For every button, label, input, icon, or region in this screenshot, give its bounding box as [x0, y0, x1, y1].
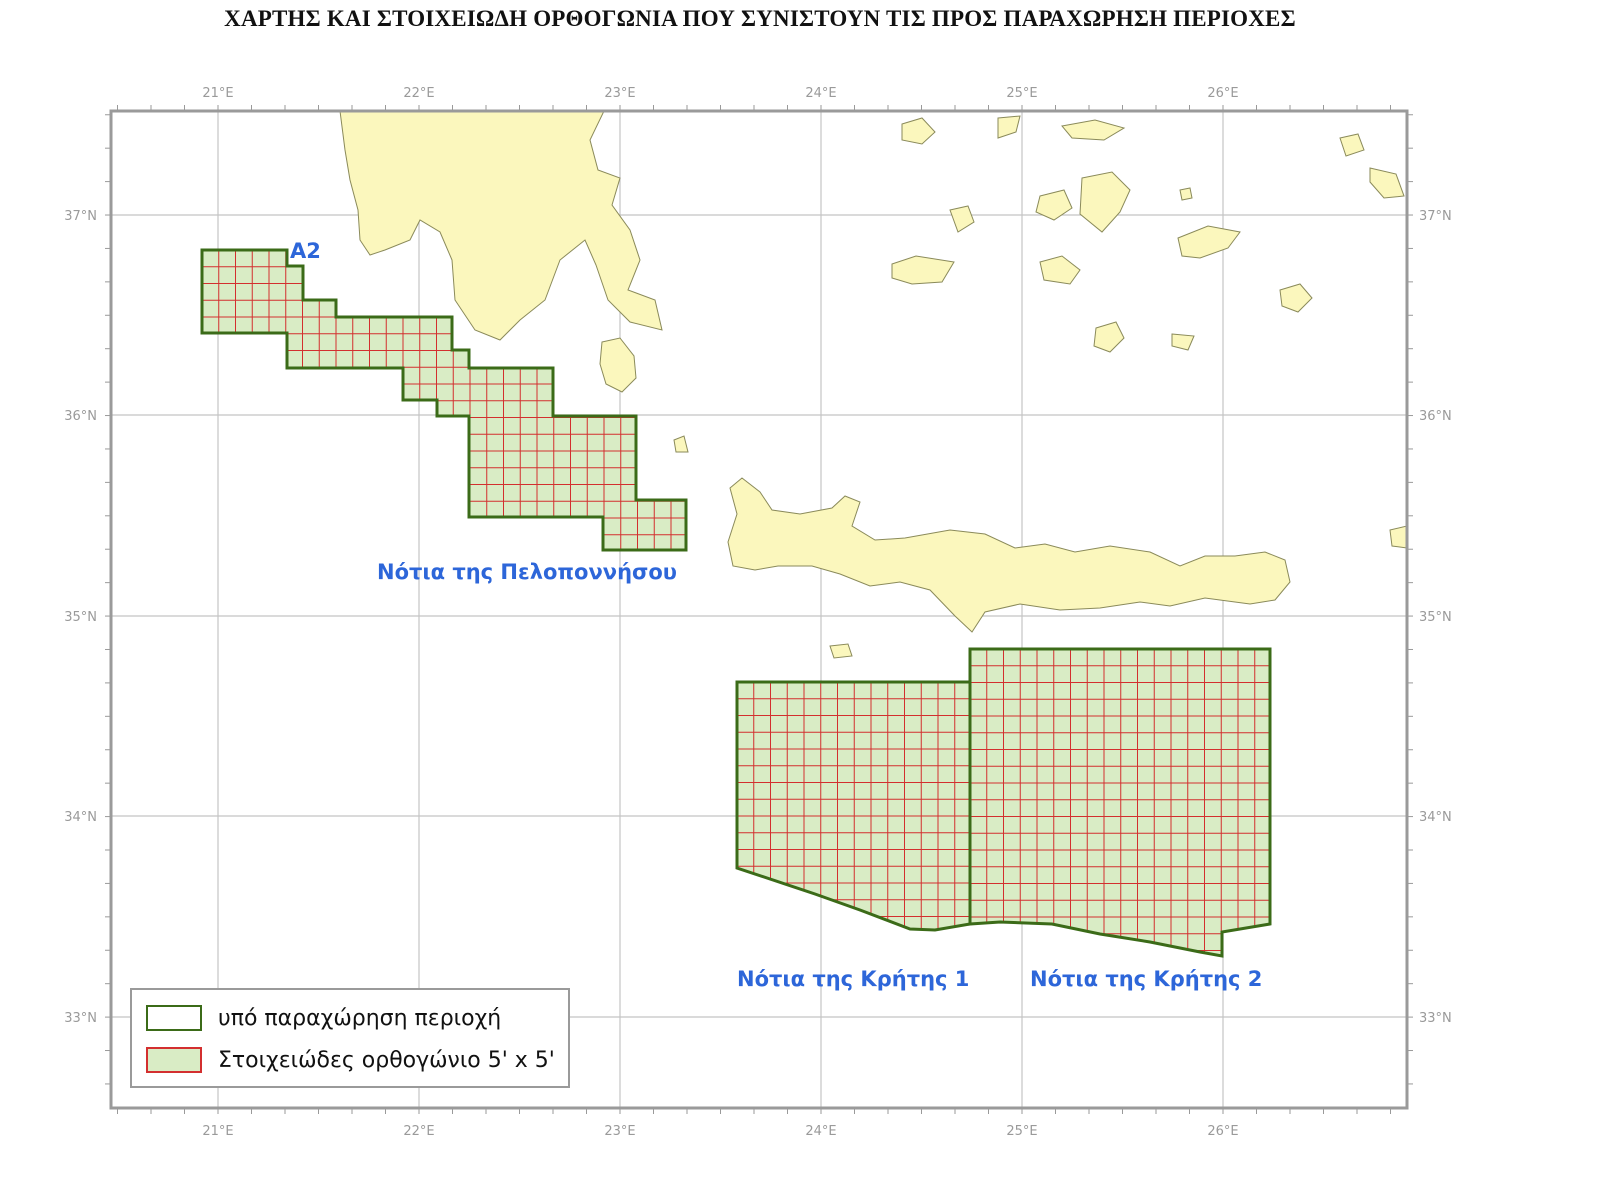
area-fill-south-crete-2 [970, 649, 1270, 956]
land-masses [339, 111, 1407, 659]
lat-label-35-left: 35°N [64, 610, 97, 625]
dodecanese-2 [1369, 167, 1405, 199]
cyclades-3 [1061, 119, 1126, 141]
label-south-crete-2: Νότια της Κρήτης 2 [1030, 967, 1262, 991]
small-island-3 [1389, 525, 1407, 549]
cyclades-1 [901, 117, 936, 145]
legend-item-block: Στοιχειώδες ορθογώνιο 5' x 5' [146, 1046, 555, 1074]
lon-label-23-top: 23°E [604, 86, 635, 101]
peloponnese-land [339, 111, 663, 341]
cyclades-4 [1079, 171, 1131, 233]
lat-label-33-left: 33°N [64, 1011, 97, 1026]
cyclades-7 [891, 255, 955, 285]
lat-labels-left: 37°N 36°N 35°N 34°N 33°N [64, 209, 97, 1026]
label-south-peloponnese: Νότια της Πελοποννήσου [377, 560, 677, 584]
lat-label-37-left: 37°N [64, 209, 97, 224]
small-island-1 [1179, 187, 1193, 201]
lon-labels-top: 21°E 22°E 23°E 24°E 25°E 26°E [202, 86, 1238, 101]
lon-label-25-top: 25°E [1006, 86, 1037, 101]
small-island-2 [829, 643, 853, 659]
concession-areas [200, 248, 1272, 958]
block-grid-south-crete-1 [737, 682, 970, 930]
cyclades-6 [949, 205, 975, 233]
dodecanese-3 [1339, 133, 1365, 157]
crete-land [727, 477, 1291, 633]
area-outline-south-peloponnese [200, 248, 688, 552]
block-grid-south-crete-2 [970, 649, 1270, 956]
lon-label-22-bottom: 22°E [403, 1124, 434, 1139]
lon-label-25-bottom: 25°E [1006, 1124, 1037, 1139]
legend-swatch-area [146, 1005, 202, 1031]
dodecanese-1 [1279, 283, 1313, 313]
lat-label-33-right: 33°N [1419, 1011, 1452, 1026]
legend-label-area: υπό παραχώρηση περιοχή [218, 1005, 502, 1031]
graticule [111, 111, 1407, 1108]
legend-swatch-block [146, 1047, 202, 1073]
area-fill-south-crete-1 [737, 682, 970, 930]
cyclades-11 [1171, 333, 1195, 351]
lat-label-37-right: 37°N [1419, 209, 1452, 224]
small-island-4 [673, 435, 689, 453]
label-a2: A2 [290, 239, 321, 263]
lon-label-26-top: 26°E [1207, 86, 1238, 101]
map-legend: υπό παραχώρηση περιοχή Στοιχειώδες ορθογ… [130, 988, 570, 1088]
lat-label-36-right: 36°N [1419, 409, 1452, 424]
map-frame-border [109, 109, 1409, 1110]
cyclades-2 [997, 115, 1021, 139]
cyclades-5 [1035, 189, 1073, 221]
lat-label-36-left: 36°N [64, 409, 97, 424]
area-fill-south-peloponnese [202, 250, 686, 550]
lat-label-34-left: 34°N [64, 810, 97, 825]
area-outline-south-crete-2 [968, 647, 1272, 958]
lon-label-21-bottom: 21°E [202, 1124, 233, 1139]
lat-label-34-right: 34°N [1419, 810, 1452, 825]
lon-label-22-top: 22°E [403, 86, 434, 101]
lon-label-23-bottom: 23°E [604, 1124, 635, 1139]
legend-label-block: Στοιχειώδες ορθογώνιο 5' x 5' [218, 1047, 555, 1073]
lon-labels-bottom: 21°E 22°E 23°E 24°E 25°E 26°E [202, 1124, 1238, 1139]
lon-label-26-bottom: 26°E [1207, 1124, 1238, 1139]
lat-label-35-right: 35°N [1419, 610, 1452, 625]
cyclades-10 [1093, 321, 1125, 353]
map-title: ΧΑΡΤΗΣ ΚΑΙ ΣΤΟΙΧΕΙΩΔΗ ΟΡΘΟΓΩΝΙΑ ΠΟΥ ΣΥΝΙ… [224, 6, 1296, 31]
lon-label-24-top: 24°E [805, 86, 836, 101]
kythira-land [599, 337, 637, 393]
lon-label-24-bottom: 24°E [805, 1124, 836, 1139]
cyclades-8 [1039, 255, 1081, 285]
lat-labels-right: 37°N 36°N 35°N 34°N 33°N [1419, 209, 1452, 1026]
legend-item-area: υπό παραχώρηση περιοχή [146, 1004, 501, 1032]
lon-label-21-top: 21°E [202, 86, 233, 101]
label-south-crete-1: Νότια της Κρήτης 1 [737, 967, 969, 991]
cyclades-9 [1177, 225, 1241, 259]
frame-minor-ticks [105, 105, 1413, 1114]
